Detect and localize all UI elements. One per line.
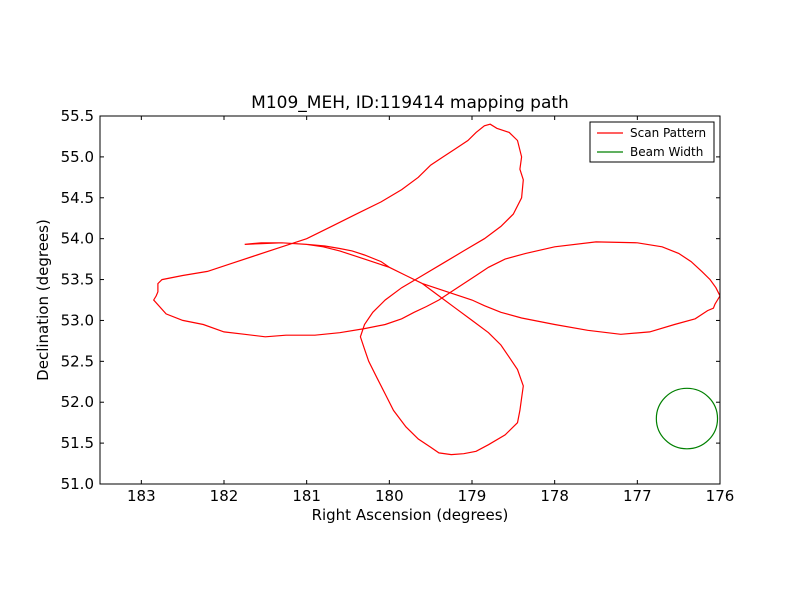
y-tick-label: 52.0 xyxy=(61,393,94,411)
x-tick-label: 181 xyxy=(292,487,321,505)
plot-frame xyxy=(99,115,721,485)
y-tick-label: 54.0 xyxy=(61,230,94,248)
y-axis-ticks: 51.0 51.5 52.0 52.5 53.0 53.5 54.0 54.5 55.0 55.5 xyxy=(61,107,720,493)
y-tick-label: 54.5 xyxy=(61,189,94,207)
y-tick-label: 52.5 xyxy=(61,352,94,370)
x-tick-label: 178 xyxy=(540,487,569,505)
plot-area xyxy=(152,123,720,456)
x-axis-ticks: 183 182 181 180 179 178 177 176 xyxy=(127,116,734,505)
y-tick-label: 53.0 xyxy=(61,311,94,329)
scan-pattern-line xyxy=(152,123,720,456)
legend-label-beam-width: Beam Width xyxy=(630,145,703,159)
legend: Scan Pattern Beam Width xyxy=(589,121,715,163)
chart-title: M109_MEH, ID:119414 mapping path xyxy=(251,93,569,113)
x-tick-label: 182 xyxy=(210,487,239,505)
x-tick-label: 183 xyxy=(127,487,156,505)
x-tick-label: 179 xyxy=(458,487,487,505)
legend-box xyxy=(589,121,715,163)
y-tick-label: 51.5 xyxy=(61,434,94,452)
y-tick-label: 55.0 xyxy=(61,148,94,166)
legend-label-scan-pattern: Scan Pattern xyxy=(630,126,706,140)
y-tick-label: 53.5 xyxy=(61,271,94,289)
y-axis-label: Declination (degrees) xyxy=(34,219,52,381)
x-tick-label: 177 xyxy=(623,487,652,505)
x-tick-label: 176 xyxy=(706,487,735,505)
x-axis-label: Right Ascension (degrees) xyxy=(312,506,509,524)
y-tick-label: 51.0 xyxy=(61,475,94,493)
y-tick-label: 55.5 xyxy=(61,107,94,125)
beam-width-circle xyxy=(655,387,719,450)
x-tick-label: 180 xyxy=(375,487,404,505)
